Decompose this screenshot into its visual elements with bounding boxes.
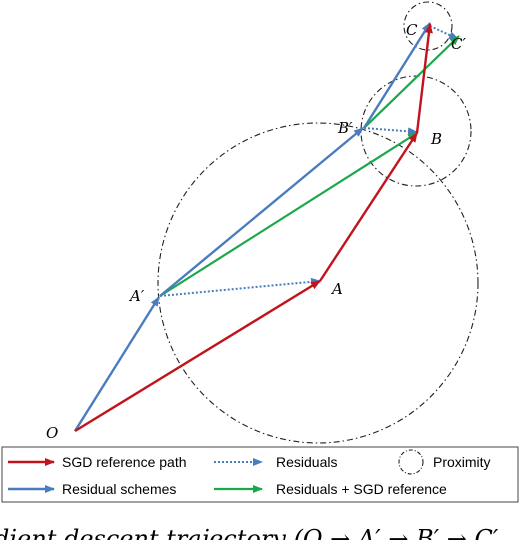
red-arrow-o-to-a — [74, 279, 321, 433]
green-arrow-b-prime-to-c-prime — [363, 35, 460, 129]
point-label-c-prime: C′ — [451, 35, 466, 53]
point-label-c: C — [406, 21, 418, 39]
residual-arrow-a-prime-to-a — [159, 277, 321, 297]
legend-label-sgd-reference: SGD reference path — [62, 454, 187, 470]
legend-label-proximity: Proximity — [433, 454, 491, 470]
caption-fragment: dient descent trajectory (O → A′ → B′ → … — [0, 525, 499, 540]
residual-arrow-b-prime-to-b — [363, 127, 418, 136]
point-label-b: B — [430, 130, 442, 148]
blue-arrow-o-to-a-prime — [73, 296, 161, 432]
point-label-b-prime: B′ — [337, 119, 353, 137]
legend-label-residuals: Residuals — [276, 454, 337, 470]
legend-label-residual-schemes: Residual schemes — [62, 481, 176, 497]
point-label-a-prime: A′ — [128, 287, 145, 305]
green-arrow-a-prime-to-b — [159, 132, 418, 297]
legend-label-residuals-plus-sgd: Residuals + SGD reference — [276, 481, 447, 497]
proximity-circle-b-prime — [360, 75, 472, 187]
red-arrow-b-to-c — [415, 23, 433, 134]
legend-swatch-proximity — [398, 449, 424, 475]
point-label-o: O — [46, 424, 58, 442]
blue-arrow-b-prime-to-c — [362, 22, 432, 129]
legend: SGD reference path Residuals Proximity R… — [1, 446, 519, 503]
red-arrow-a-to-b — [318, 132, 419, 282]
blue-arrow-a-prime-to-b-prime — [159, 127, 364, 297]
point-label-a: A — [330, 280, 343, 298]
proximity-circle-a-prime — [157, 122, 479, 444]
